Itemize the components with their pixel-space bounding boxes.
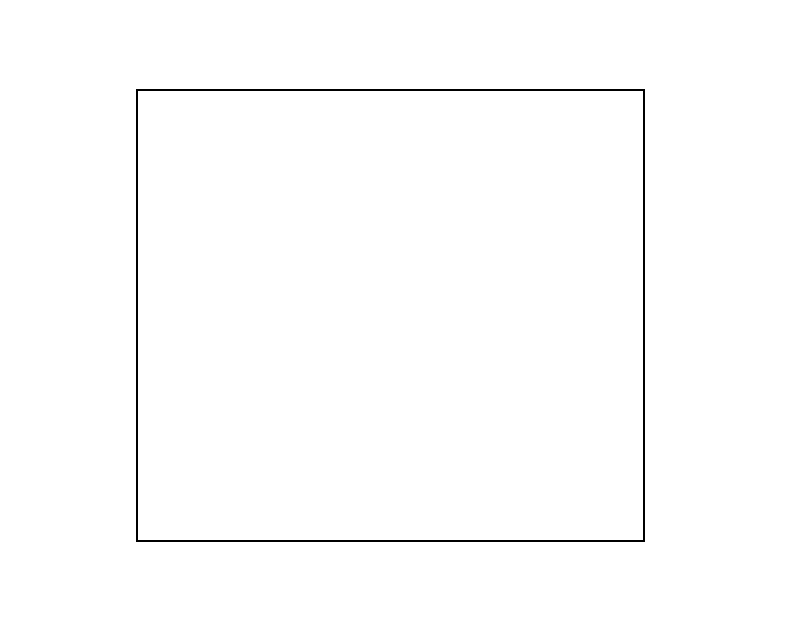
map-canvas bbox=[138, 91, 643, 540]
colorbar-legend bbox=[18, 44, 438, 61]
map-plot-area[interactable] bbox=[136, 89, 645, 542]
map-graphics bbox=[138, 91, 643, 540]
